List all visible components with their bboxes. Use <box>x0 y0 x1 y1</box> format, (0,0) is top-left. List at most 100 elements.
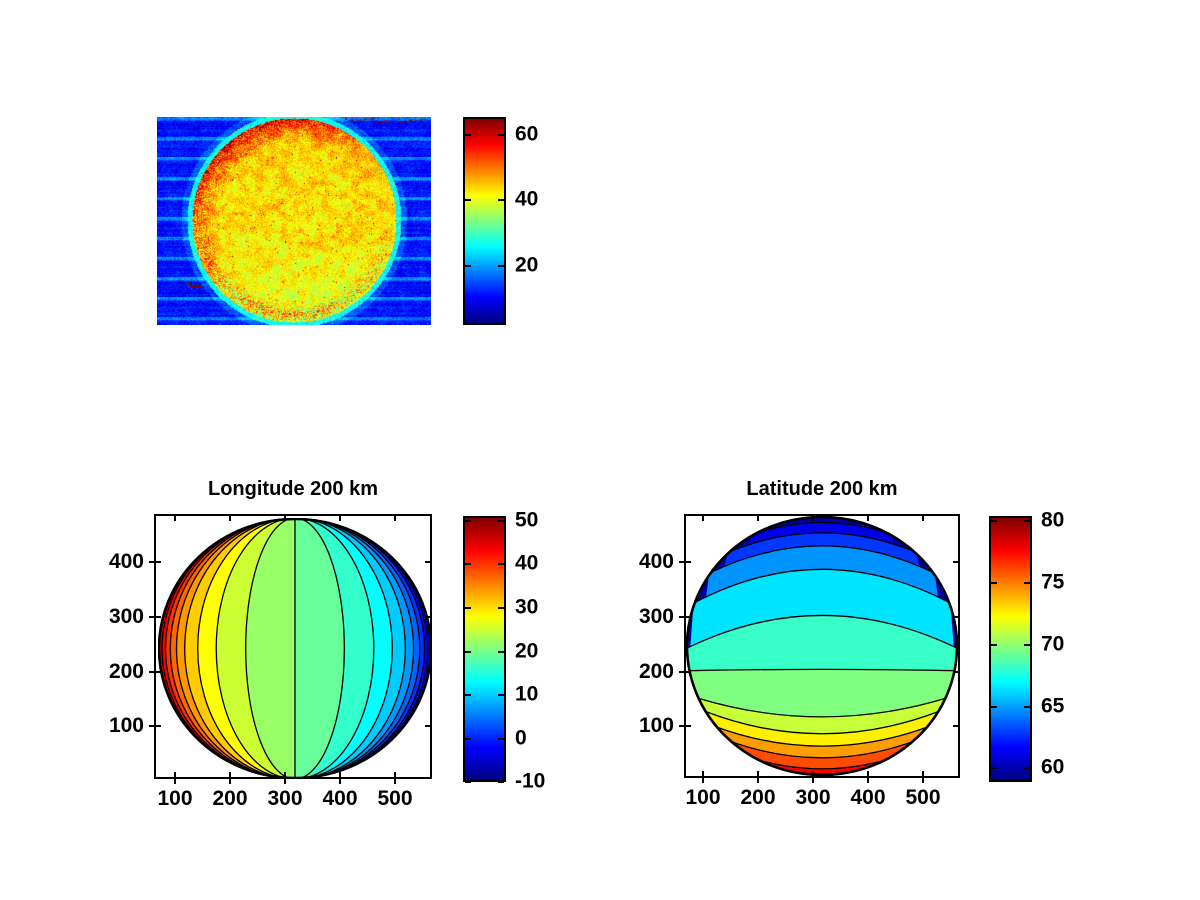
latitude-x-tick-label: 100 <box>685 786 721 809</box>
colorbar-latitude-tick-mark <box>1024 705 1030 708</box>
longitude-x-tick-top <box>229 516 231 521</box>
colorbar-latitude-tick-mark <box>1024 643 1030 646</box>
longitude-contour-svg <box>158 518 432 779</box>
colorbar-latitude: 80 75 70 65 60 <box>989 508 1092 802</box>
longitude-y-tick-right <box>425 671 430 673</box>
colorbar-latitude-tick-label: 65 <box>1041 694 1065 718</box>
longitude-y-tick-right <box>425 725 430 727</box>
longitude-y-tick-label: 100 <box>108 714 144 737</box>
latitude-axes: 100 200 300 400 500 400 300 200 100 <box>639 514 960 809</box>
colorbar-latitude-gradient <box>989 516 1032 782</box>
latitude-x-tick-label: 400 <box>850 786 886 809</box>
colorbar-longitude-tick-label: 20 <box>515 639 539 663</box>
longitude-y-tick-label: 200 <box>108 660 144 683</box>
colorbar-longitude-tick-label: 0 <box>515 726 527 750</box>
latitude-y-tick <box>679 671 691 673</box>
latitude-plot-title: Latitude 200 km <box>746 478 898 500</box>
colorbar-longitude-tick-label: 30 <box>515 595 539 619</box>
colorbar-longitude-tick-mark <box>498 519 504 522</box>
colorbar-longitude-tick-mark <box>498 781 504 784</box>
longitude-x-tick-label: 400 <box>322 787 358 810</box>
colorbar-image: 20 40 60 <box>463 117 566 345</box>
colorbar-image-tick-label: 40 <box>515 187 539 211</box>
colorbar-image-tick-mark <box>465 199 471 202</box>
latitude-y-tick <box>679 616 691 618</box>
colorbar-longitude-tick-mark <box>465 737 471 740</box>
longitude-y-tick <box>149 561 161 563</box>
latitude-x-tick <box>812 771 814 783</box>
colorbar-latitude-tick-mark <box>991 767 997 770</box>
colorbar-image-tick-mark <box>498 133 504 136</box>
longitude-x-tick-top <box>284 516 286 521</box>
latitude-x-tick <box>922 771 924 783</box>
colorbar-longitude-tick-mark <box>498 563 504 566</box>
longitude-x-tick <box>229 772 231 784</box>
latitude-contour-svg <box>686 516 958 776</box>
latitude-y-tick-right <box>953 671 958 673</box>
colorbar-longitude-tick-label: 10 <box>515 682 539 706</box>
colorbar-latitude-tick-label: 75 <box>1041 570 1065 594</box>
colorbar-image-tick-mark <box>498 264 504 267</box>
latitude-x-tick-top <box>757 516 759 521</box>
latitude-y-tick-right <box>953 725 958 727</box>
longitude-y-tick-right <box>425 616 430 618</box>
longitude-x-tick-top <box>394 516 396 521</box>
longitude-y-tick <box>149 725 161 727</box>
colorbar-image-tick-label: 20 <box>515 253 539 277</box>
latitude-plot-area <box>686 516 958 776</box>
colorbar-image-tick-mark <box>465 133 471 136</box>
colorbar-longitude-tick-label: 40 <box>515 551 539 575</box>
longitude-x-tick-label: 500 <box>377 787 413 810</box>
longitude-plot-title: Longitude 200 km <box>207 478 379 500</box>
longitude-x-tick <box>174 772 176 784</box>
colorbar-longitude-tick-mark <box>465 694 471 697</box>
colorbar-longitude-tick-mark <box>498 737 504 740</box>
colorbar-image-tick-mark <box>498 199 504 202</box>
colorbar-longitude-tick-mark <box>498 694 504 697</box>
latitude-x-tick-label: 500 <box>905 786 941 809</box>
latitude-x-tick-top <box>812 516 814 521</box>
latitude-y-tick-label: 300 <box>638 605 674 628</box>
latitude-y-tick <box>679 561 691 563</box>
longitude-x-tick <box>339 772 341 784</box>
latitude-x-tick <box>867 771 869 783</box>
latitude-y-tick-right <box>953 561 958 563</box>
colorbar-latitude-tick-mark <box>1024 519 1030 522</box>
latitude-x-tick <box>702 771 704 783</box>
longitude-x-tick <box>284 772 286 784</box>
latitude-y-tick-label: 100 <box>638 714 674 737</box>
colorbar-longitude-tick-mark <box>465 563 471 566</box>
longitude-x-tick-label: 200 <box>212 787 248 810</box>
colorbar-image-tick-label: 60 <box>515 122 539 146</box>
longitude-axes: 100 200 300 400 500 400 300 200 100 <box>109 514 432 810</box>
colorbar-latitude-tick-label: 70 <box>1041 632 1065 656</box>
colorbar-longitude-tick-label: -10 <box>515 769 546 793</box>
colorbar-latitude-tick-mark <box>991 643 997 646</box>
latitude-y-tick-label: 400 <box>638 550 674 573</box>
colorbar-longitude-tick-mark <box>465 781 471 784</box>
latitude-x-tick-label: 300 <box>795 786 831 809</box>
longitude-x-tick-top <box>174 516 176 521</box>
colorbar-longitude: 50 40 30 20 10 0 -10 <box>463 508 566 802</box>
colorbar-latitude-tick-label: 60 <box>1041 755 1065 779</box>
colorbar-latitude-tick-label: 80 <box>1041 508 1065 532</box>
colorbar-longitude-tick-mark <box>465 650 471 653</box>
longitude-y-tick-right <box>425 561 430 563</box>
longitude-x-tick <box>394 772 396 784</box>
colorbar-latitude-tick-mark <box>1024 581 1030 584</box>
colorbar-longitude-tick-mark <box>465 519 471 522</box>
latitude-y-tick-label: 200 <box>638 660 674 683</box>
latitude-x-tick-top <box>702 516 704 521</box>
latitude-y-tick <box>679 725 691 727</box>
latitude-x-tick-top <box>922 516 924 521</box>
longitude-y-tick-label: 400 <box>108 550 144 573</box>
colorbar-latitude-tick-mark <box>1024 767 1030 770</box>
longitude-x-tick-label: 300 <box>267 787 303 810</box>
colorbar-longitude-tick-mark <box>465 607 471 609</box>
colorbar-image-gradient <box>463 117 506 325</box>
latitude-x-tick-top <box>867 516 869 521</box>
longitude-y-tick <box>149 671 161 673</box>
latitude-x-tick-label: 200 <box>740 786 776 809</box>
longitude-x-tick-label: 100 <box>157 787 193 810</box>
colorbar-longitude-tick-mark <box>498 650 504 653</box>
